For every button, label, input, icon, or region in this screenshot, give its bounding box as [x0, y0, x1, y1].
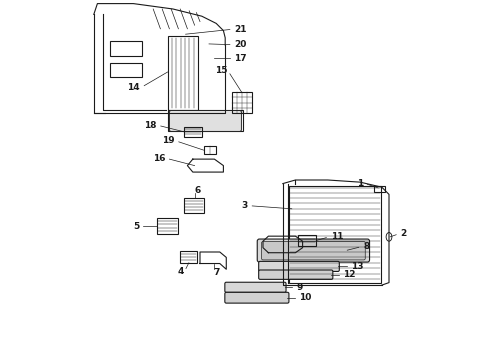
Text: 11: 11 — [331, 232, 343, 241]
Bar — [374, 186, 386, 192]
Text: 16: 16 — [152, 154, 165, 163]
Bar — [168, 36, 198, 110]
Text: 10: 10 — [299, 293, 311, 302]
Text: 9: 9 — [296, 283, 302, 292]
FancyBboxPatch shape — [257, 239, 369, 262]
Text: 2: 2 — [400, 229, 407, 238]
FancyBboxPatch shape — [225, 282, 286, 292]
Bar — [232, 92, 252, 113]
Text: 18: 18 — [144, 121, 156, 130]
Text: 21: 21 — [234, 25, 246, 34]
Text: 15: 15 — [215, 66, 227, 75]
FancyBboxPatch shape — [170, 111, 242, 131]
Bar — [110, 41, 143, 56]
Bar — [184, 198, 204, 213]
Text: 17: 17 — [234, 54, 247, 63]
Text: 14: 14 — [127, 83, 140, 92]
FancyBboxPatch shape — [262, 242, 365, 260]
Text: 19: 19 — [162, 136, 174, 145]
Text: 6: 6 — [195, 186, 201, 194]
Text: 12: 12 — [343, 270, 355, 279]
FancyBboxPatch shape — [259, 261, 339, 271]
Bar — [168, 110, 243, 131]
FancyBboxPatch shape — [259, 270, 333, 279]
FancyBboxPatch shape — [225, 292, 289, 303]
Bar — [204, 146, 216, 154]
Text: 1: 1 — [357, 179, 363, 188]
Text: 5: 5 — [133, 222, 139, 231]
Bar — [184, 127, 202, 137]
Bar — [289, 186, 381, 283]
Bar — [180, 251, 197, 263]
Text: 8: 8 — [363, 242, 369, 251]
Text: 4: 4 — [177, 267, 184, 276]
Bar — [298, 235, 316, 246]
Bar — [110, 63, 143, 77]
Text: 3: 3 — [242, 201, 248, 210]
Text: 20: 20 — [234, 40, 246, 49]
Bar — [157, 218, 178, 234]
Text: 7: 7 — [214, 268, 220, 276]
Text: 13: 13 — [351, 262, 364, 271]
